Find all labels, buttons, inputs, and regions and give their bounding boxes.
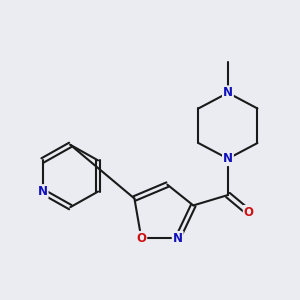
Text: N: N xyxy=(173,232,183,245)
Text: N: N xyxy=(223,86,233,99)
Text: O: O xyxy=(136,232,146,245)
Text: N: N xyxy=(223,152,233,165)
Text: N: N xyxy=(38,185,48,198)
Text: O: O xyxy=(244,206,254,219)
